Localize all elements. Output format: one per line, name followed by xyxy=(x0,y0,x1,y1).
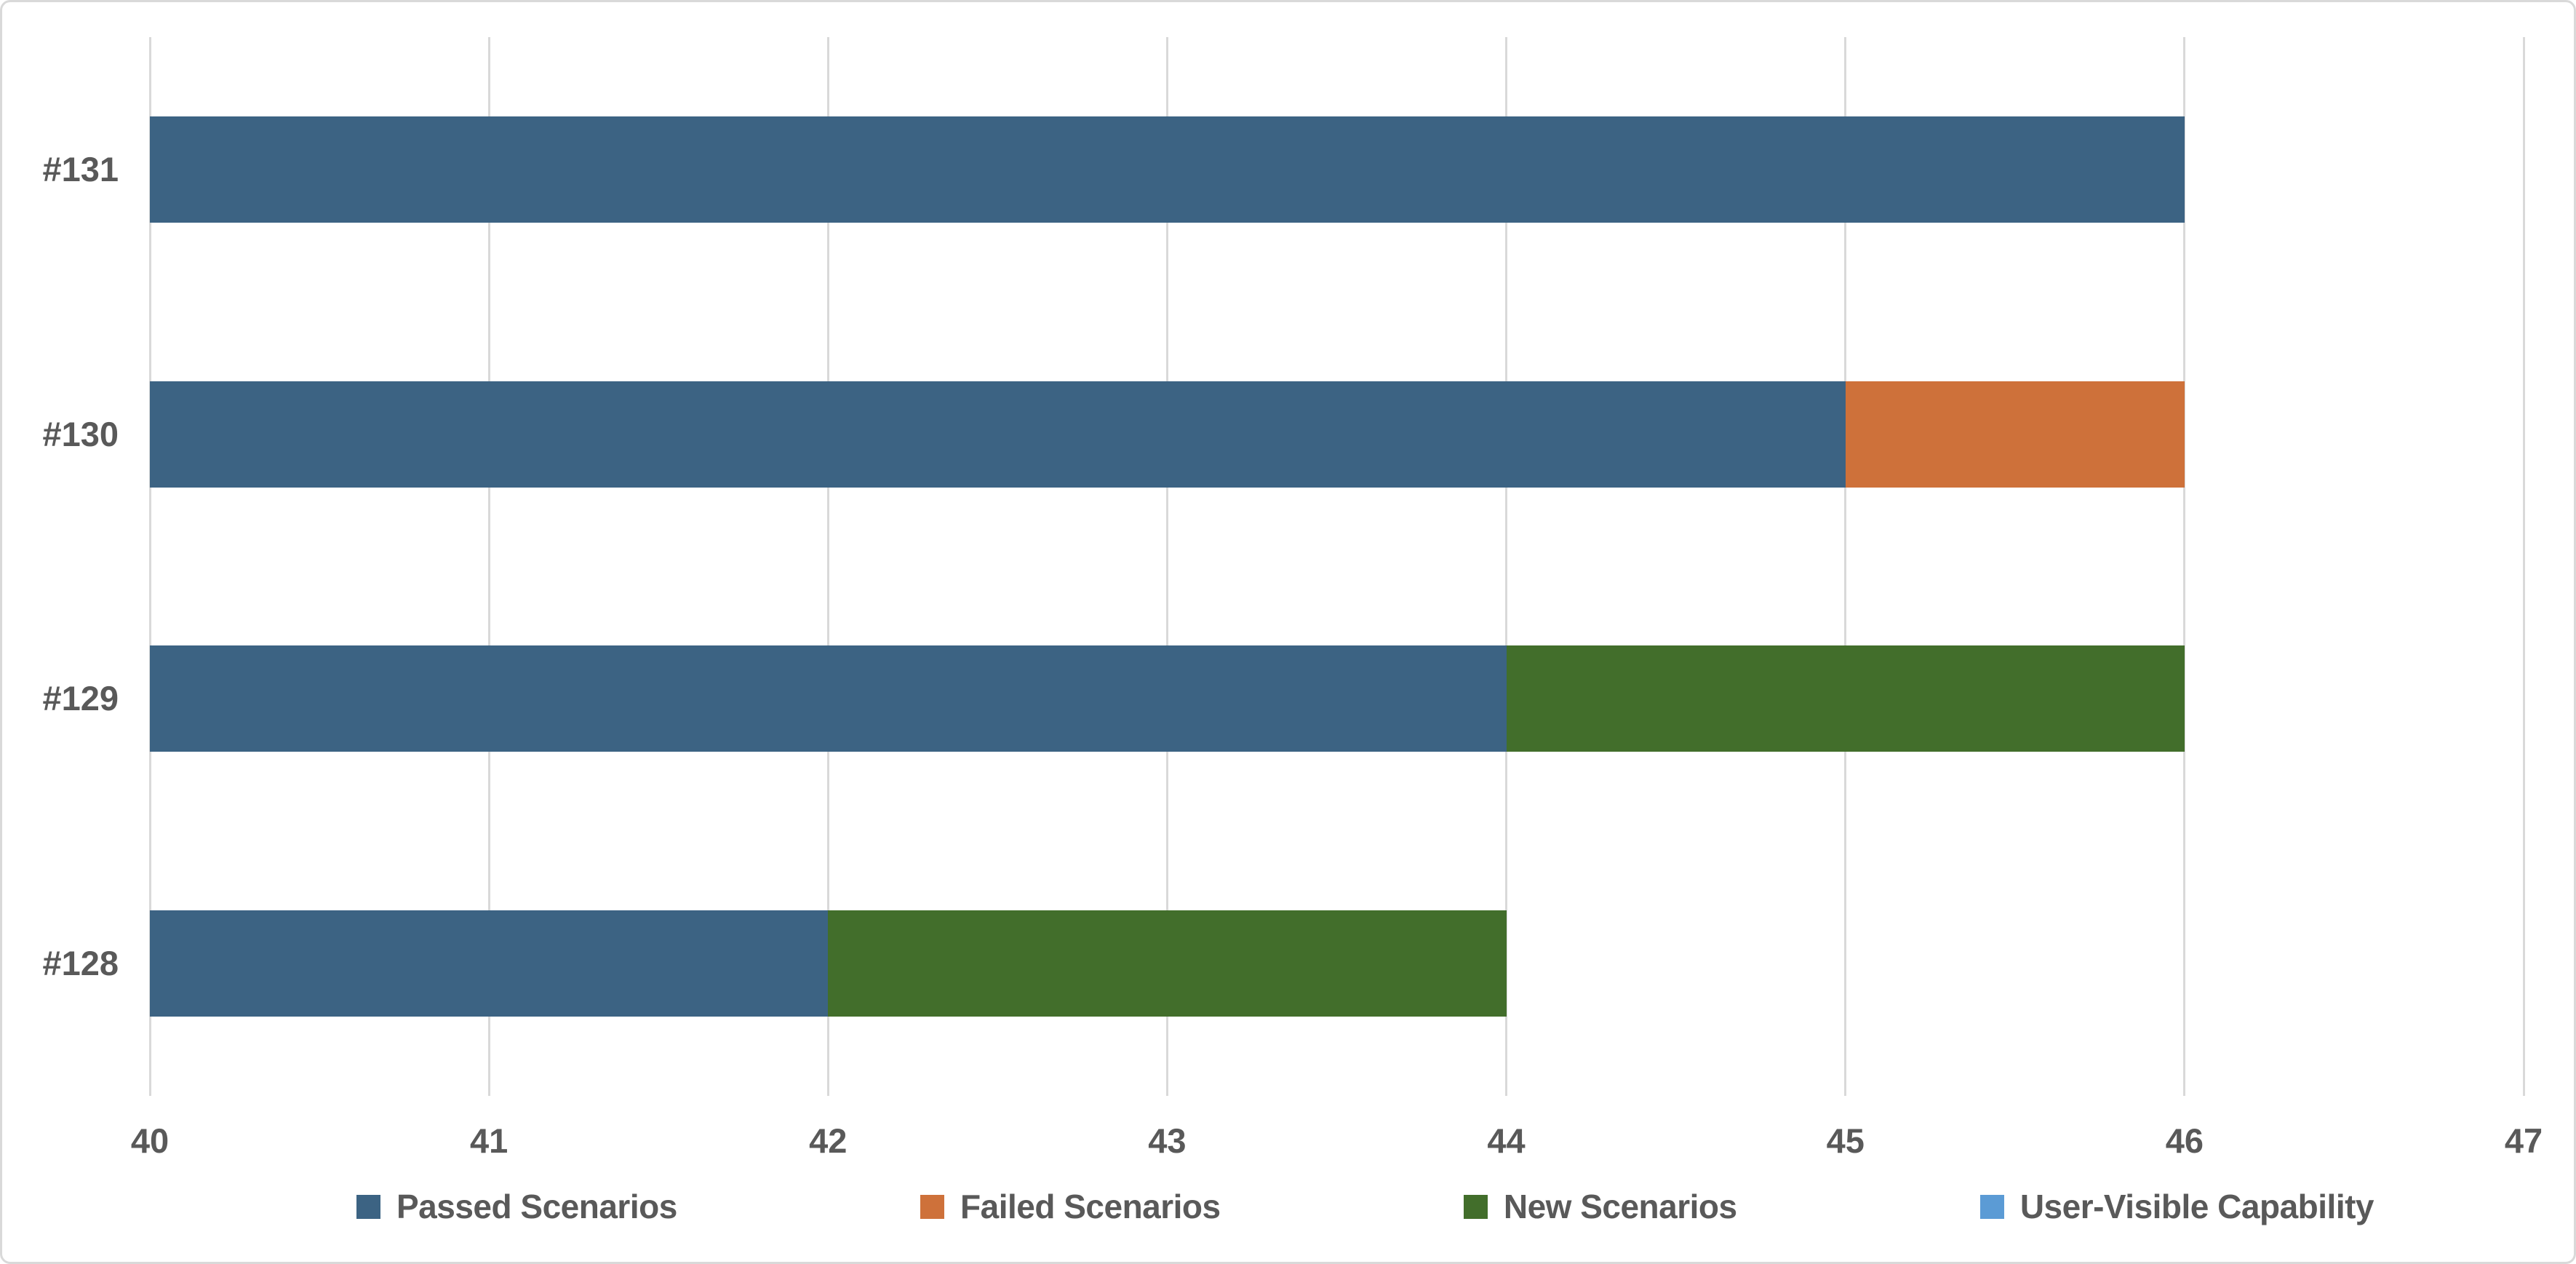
x-axis-tick-label: 46 xyxy=(2165,1121,2204,1160)
bar-segment-passed-scenarios xyxy=(150,910,829,1017)
gridline xyxy=(826,37,829,1096)
bar-segment-passed-scenarios xyxy=(150,381,1846,488)
x-axis-tick-label: 44 xyxy=(1487,1121,1526,1160)
legend-label: Failed Scenarios xyxy=(960,1188,1221,1225)
gridline xyxy=(487,37,490,1096)
x-axis-tick-label: 40 xyxy=(130,1121,170,1160)
y-axis-label: #129 xyxy=(42,679,119,718)
gridline xyxy=(1505,37,1508,1096)
bar-segment-passed-scenarios xyxy=(150,116,2185,223)
legend-swatch-icon xyxy=(1979,1194,2004,1219)
legend-item-failed-scenarios: Failed Scenarios xyxy=(920,1190,1221,1223)
bar-segment-passed-scenarios xyxy=(150,645,1507,752)
legend-swatch-icon xyxy=(1463,1194,1488,1219)
x-axis-tick-label: 43 xyxy=(1148,1121,1187,1160)
gridline xyxy=(1165,37,1168,1096)
y-axis-label: #130 xyxy=(42,415,119,453)
x-axis-tick-label: 45 xyxy=(1826,1121,1865,1160)
legend-label: New Scenarios xyxy=(1503,1188,1737,1225)
plot-area xyxy=(148,37,2525,1096)
legend-swatch-icon xyxy=(356,1194,380,1219)
legend-label: User-Visible Capability xyxy=(2019,1188,2374,1225)
y-axis-label: #131 xyxy=(42,150,119,188)
gridline xyxy=(148,37,151,1096)
bar-segment-new-scenarios xyxy=(1506,645,2185,752)
x-axis-tick-label: 41 xyxy=(470,1121,509,1160)
gridline xyxy=(2522,37,2525,1096)
bar-segment-new-scenarios xyxy=(828,910,1507,1017)
gridline xyxy=(1844,37,1847,1096)
legend-item-new-scenarios: New Scenarios xyxy=(1463,1188,1737,1225)
legend-item-passed-scenarios: Passed Scenarios xyxy=(356,1190,677,1223)
bar-row-131 xyxy=(150,116,2524,223)
y-axis-label: #128 xyxy=(42,944,119,982)
x-axis-tick-label: 47 xyxy=(2504,1121,2543,1160)
legend-swatch-icon xyxy=(920,1194,945,1219)
bar-segment-failed-scenarios xyxy=(1845,381,2185,488)
bar-row-130 xyxy=(150,381,2524,488)
x-axis-tick-label: 42 xyxy=(809,1121,848,1160)
legend: Passed Scenarios Failed Scenarios New Scen… xyxy=(356,1181,2374,1232)
gridline xyxy=(2183,37,2186,1096)
legend-label: Passed Scenarios xyxy=(396,1188,677,1225)
bar-row-129 xyxy=(150,645,2524,752)
legend-item-user-visible-capability: User-Visible Capability xyxy=(1979,1188,2374,1225)
bar-row-128 xyxy=(150,910,2524,1017)
